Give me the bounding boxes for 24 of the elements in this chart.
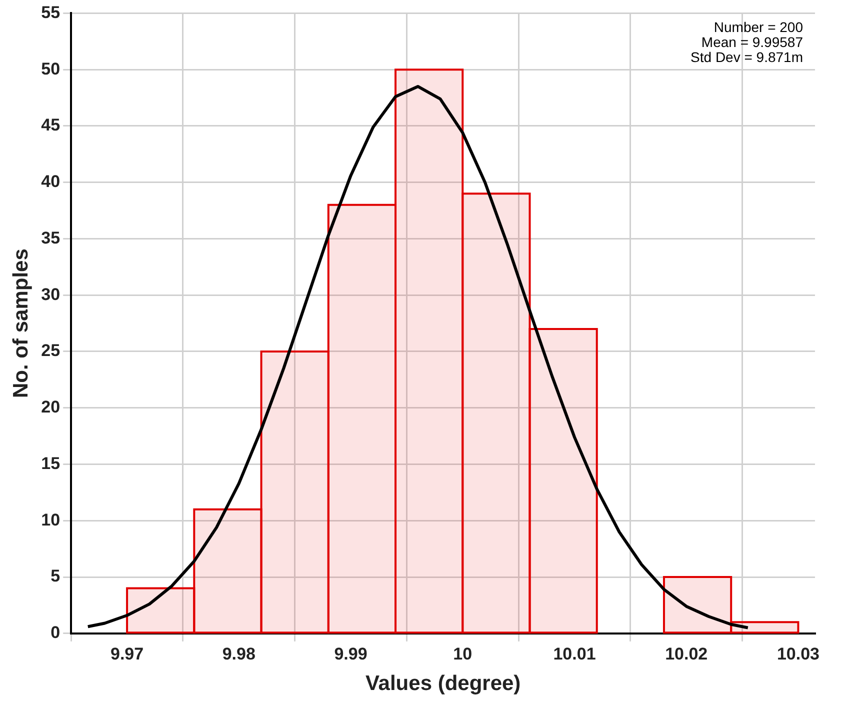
y-tick-label: 0 — [50, 623, 60, 642]
x-tick-label: 10 — [453, 644, 472, 664]
x-tick-label: 10.01 — [553, 644, 596, 664]
y-tick-label: 25 — [41, 341, 60, 360]
x-tick-label: 10.03 — [776, 644, 820, 664]
x-tick-label: 9.97 — [110, 644, 144, 664]
y-tick-label: 10 — [41, 510, 60, 530]
y-tick-label: 45 — [41, 116, 60, 135]
y-axis-title: No. of samples — [9, 248, 32, 398]
y-tick-label: 55 — [41, 2, 60, 22]
annotation: Mean = 9.99587 — [701, 34, 804, 50]
y-tick-label: 35 — [41, 228, 60, 248]
y-tick-label: 40 — [41, 172, 60, 192]
annotation: Number = 200 — [714, 19, 804, 36]
y-tick-label: 50 — [41, 59, 60, 78]
x-axis-title: Values (degree) — [365, 672, 521, 696]
annotation: Std Dev = 9.871m — [690, 49, 803, 66]
x-tick-label: 9.99 — [334, 644, 368, 664]
x-tick-label: 10.02 — [665, 644, 708, 664]
x-tick-label: 9.98 — [222, 644, 256, 664]
y-tick-label: 30 — [41, 284, 60, 304]
y-tick-label: 5 — [50, 566, 60, 586]
y-tick-label: 15 — [41, 454, 60, 473]
y-tick-label: 20 — [41, 398, 60, 417]
